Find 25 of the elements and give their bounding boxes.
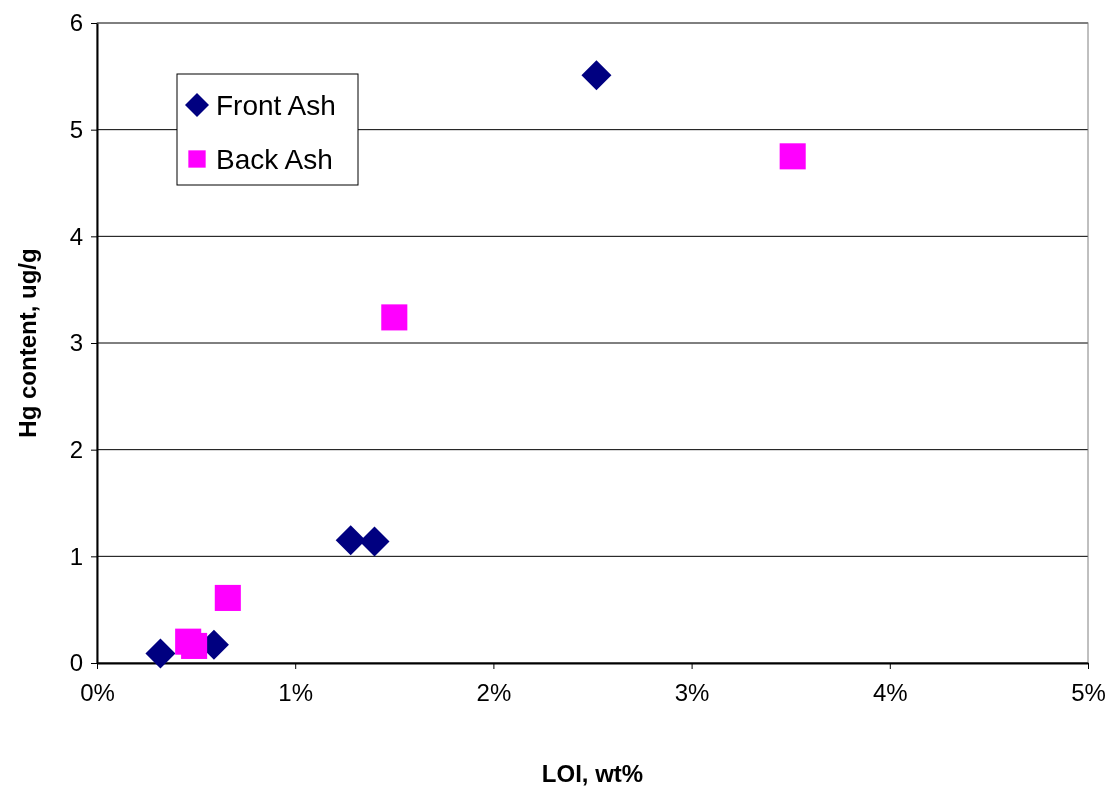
y-tick-label: 2 <box>69 435 84 463</box>
y-tick-label: 4 <box>69 222 84 250</box>
x-tick-label: 5% <box>1071 678 1106 706</box>
x-tick-label: 3% <box>674 678 710 706</box>
point <box>214 584 241 611</box>
point <box>181 632 208 659</box>
y-axis-title: Hg content, ug/g <box>14 248 41 438</box>
x-tick-label: 1% <box>278 678 314 706</box>
point <box>335 525 366 556</box>
point <box>581 60 612 91</box>
legend-label: Front Ash <box>216 90 336 122</box>
legend-label: Back Ash <box>216 144 333 176</box>
point <box>779 143 806 170</box>
x-tick-label: 2% <box>476 678 512 706</box>
x-axis-title: LOI, wt% <box>541 760 644 787</box>
y-tick-label: 6 <box>69 9 84 37</box>
y-tick-label: 1 <box>69 542 84 570</box>
y-tick-label: 0 <box>69 649 84 677</box>
x-tick-label: 4% <box>872 678 908 706</box>
point <box>381 304 408 331</box>
y-tick-label: 3 <box>69 329 84 357</box>
point <box>359 526 390 557</box>
y-tick-label: 5 <box>69 115 84 143</box>
point <box>145 638 176 669</box>
x-tick-label: 0% <box>80 678 115 706</box>
